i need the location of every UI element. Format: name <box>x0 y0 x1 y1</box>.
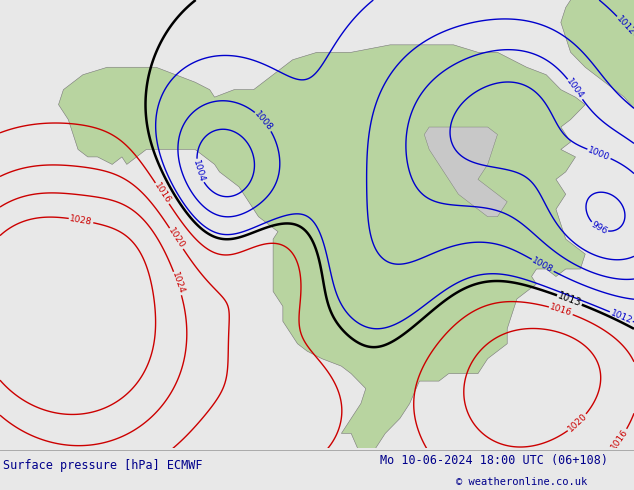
Text: 1000: 1000 <box>586 145 611 162</box>
Text: Surface pressure [hPa] ECMWF: Surface pressure [hPa] ECMWF <box>3 459 203 472</box>
Text: 1020: 1020 <box>166 226 186 250</box>
Text: 1016: 1016 <box>548 303 573 318</box>
Text: 1008: 1008 <box>531 256 555 275</box>
Polygon shape <box>424 127 507 217</box>
Text: 1016: 1016 <box>152 181 172 205</box>
Text: 1024: 1024 <box>170 271 186 295</box>
Text: © weatheronline.co.uk: © weatheronline.co.uk <box>456 477 588 487</box>
Text: 1012: 1012 <box>609 308 633 325</box>
Polygon shape <box>58 45 585 456</box>
Text: 1004: 1004 <box>191 159 207 183</box>
Text: 1004: 1004 <box>565 77 586 101</box>
Text: 996: 996 <box>590 220 609 236</box>
Text: 1016: 1016 <box>610 427 630 451</box>
Text: 1013: 1013 <box>556 291 583 309</box>
Text: 1028: 1028 <box>69 214 93 227</box>
Text: 1012: 1012 <box>614 14 634 37</box>
Polygon shape <box>561 0 634 149</box>
Text: 1008: 1008 <box>253 109 275 133</box>
Text: Mo 10-06-2024 18:00 UTC (06+108): Mo 10-06-2024 18:00 UTC (06+108) <box>380 454 609 467</box>
Text: 1020: 1020 <box>566 412 589 434</box>
